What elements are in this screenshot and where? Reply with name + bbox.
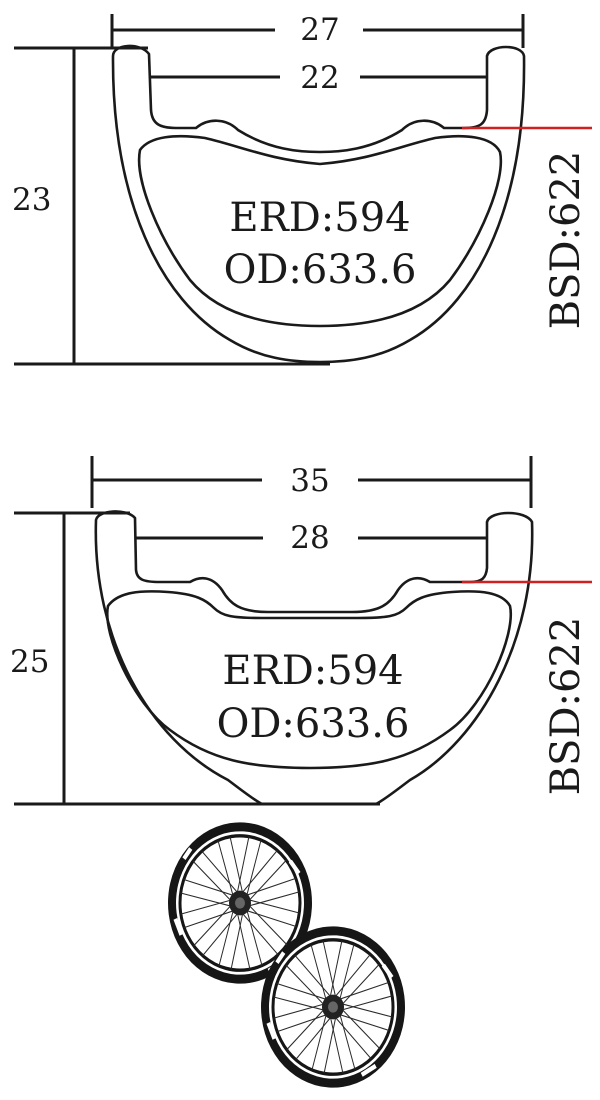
outer-width-label-1: 27 (300, 12, 339, 48)
od-label-2: OD:633.6 (217, 701, 410, 747)
outer-width-dimension-1: 27 (110, 12, 525, 48)
height-label-1: 23 (12, 182, 51, 218)
rim-cross-section-2 (94, 510, 592, 806)
rim-cross-section-1 (111, 44, 592, 364)
inner-width-label-2: 28 (290, 520, 329, 556)
bsd-label-1: BSD:622 (543, 151, 589, 330)
wheelset-image (159, 812, 415, 1098)
outer-width-label-2: 35 (290, 463, 329, 499)
height-label-2: 25 (10, 644, 49, 680)
erd-label-2: ERD:594 (222, 648, 403, 694)
outer-width-dimension-2: 35 (90, 456, 533, 508)
rim-profile-2: 35 28 25 ERD:594 OD:633.6 BSD:622 (10, 456, 592, 806)
rim-profile-1: 27 22 23 ERD:594 OD:633.6 BSD:622 (12, 12, 592, 366)
height-dimension-1: 23 (12, 46, 330, 366)
od-label-1: OD:633.6 (224, 247, 417, 293)
inner-width-label-1: 22 (300, 60, 339, 96)
inner-width-dimension-2: 28 (135, 520, 486, 556)
erd-label-1: ERD:594 (229, 195, 410, 241)
bsd-label-2: BSD:622 (543, 617, 589, 796)
inner-width-dimension-1: 22 (151, 60, 486, 96)
